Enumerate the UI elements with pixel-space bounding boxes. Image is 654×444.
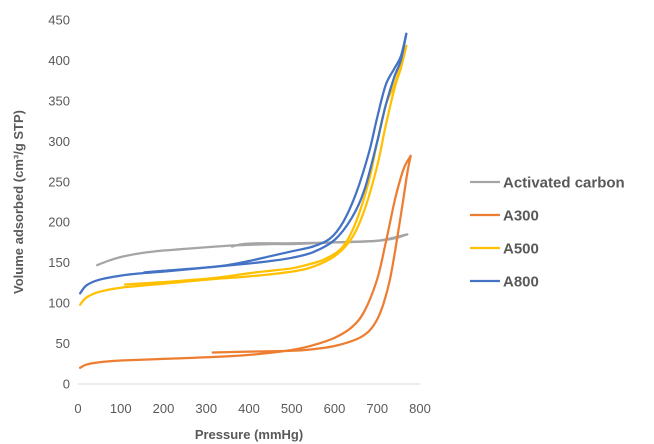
y-tick-label: 200 [48,215,70,230]
series-line-desorption [143,32,408,274]
series-layer [78,32,412,369]
x-tick-label: 0 [74,401,81,416]
y-tick-label: 0 [63,377,70,392]
series-activated-carbon [96,233,409,267]
series-line-adsorption [78,32,408,295]
y-tick-label: 400 [48,53,70,68]
series-a800 [78,32,408,295]
x-tick-label: 700 [366,401,388,416]
y-axis-title: Volume adsorbed (cm³/g STP) [11,110,26,294]
legend-label: A800 [503,274,539,291]
y-tick-label: 350 [48,93,70,108]
y-tick-label: 150 [48,255,70,270]
legend: Activated carbon A300 A500 A800 [470,175,625,291]
series-line-adsorption [78,44,408,306]
legend-label: Activated carbon [503,175,625,192]
x-tick-label: 800 [409,401,431,416]
x-tick-label: 600 [324,401,346,416]
x-axis-title: Pressure (mmHg) [195,427,303,442]
series-line-desorption [230,233,409,248]
series-a300 [78,154,412,369]
x-tick-label: 400 [238,401,260,416]
y-tick-label: 450 [48,13,70,28]
legend-label: A500 [503,241,539,258]
x-tick-label: 500 [281,401,303,416]
x-tick-label: 200 [153,401,175,416]
series-line-desorption [211,154,412,354]
y-axis-ticks: 0 50 100 150 200 250 300 350 400 450 [48,13,70,392]
y-tick-label: 100 [48,296,70,311]
y-tick-label: 300 [48,134,70,149]
legend-label: A300 [503,208,539,225]
x-tick-label: 100 [110,401,132,416]
series-line-desorption [123,44,408,286]
y-tick-label: 250 [48,174,70,189]
x-axis-ticks: 0 100 200 300 400 500 600 700 800 [74,401,430,416]
series-a500 [78,44,408,306]
x-tick-label: 300 [195,401,217,416]
y-tick-label: 50 [56,336,70,351]
series-line-adsorption [78,154,412,369]
